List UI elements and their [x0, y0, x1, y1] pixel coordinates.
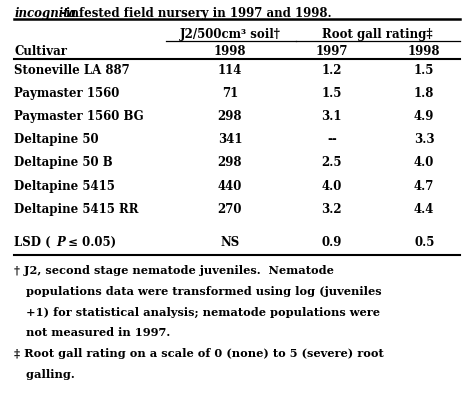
Text: 1.5: 1.5 — [414, 64, 434, 77]
Text: 298: 298 — [218, 110, 242, 123]
Text: 0.5: 0.5 — [414, 236, 434, 249]
Text: populations data were transformed using log (juveniles: populations data were transformed using … — [14, 286, 382, 297]
Text: J2/500cm³ soil†: J2/500cm³ soil† — [180, 28, 280, 41]
Text: 298: 298 — [218, 156, 242, 170]
Text: 1.8: 1.8 — [414, 87, 434, 100]
Text: 4.4: 4.4 — [414, 203, 434, 216]
Text: --: -- — [327, 133, 337, 146]
Text: 4.7: 4.7 — [414, 180, 434, 193]
Text: P: P — [56, 236, 65, 249]
Text: 71: 71 — [222, 87, 238, 100]
Text: 3.3: 3.3 — [414, 133, 435, 146]
Text: 0.9: 0.9 — [322, 236, 342, 249]
Text: not measured in 1997.: not measured in 1997. — [14, 327, 171, 338]
Text: 3.2: 3.2 — [321, 203, 342, 216]
Text: Deltapine 5415: Deltapine 5415 — [14, 180, 115, 193]
Text: incognita: incognita — [14, 7, 76, 20]
Text: Cultivar: Cultivar — [14, 45, 67, 59]
Text: Paymaster 1560 BG: Paymaster 1560 BG — [14, 110, 144, 123]
Text: 1998: 1998 — [408, 45, 440, 59]
Text: +1) for statistical analysis; nematode populations were: +1) for statistical analysis; nematode p… — [14, 306, 380, 318]
Text: Deltapine 50 B: Deltapine 50 B — [14, 156, 113, 170]
Text: 4.9: 4.9 — [414, 110, 434, 123]
Text: NS: NS — [220, 236, 239, 249]
Text: 1997: 1997 — [316, 45, 348, 59]
Text: 1998: 1998 — [214, 45, 246, 59]
Text: 1.2: 1.2 — [321, 64, 342, 77]
Text: 3.1: 3.1 — [321, 110, 342, 123]
Text: 270: 270 — [218, 203, 242, 216]
Text: 114: 114 — [218, 64, 242, 77]
Text: Deltapine 5415 RR: Deltapine 5415 RR — [14, 203, 139, 216]
Text: Root gall rating‡: Root gall rating‡ — [321, 28, 432, 41]
Text: ≤ 0.05): ≤ 0.05) — [64, 236, 116, 249]
Text: 4.0: 4.0 — [414, 156, 434, 170]
Text: 341: 341 — [218, 133, 242, 146]
Text: 1.5: 1.5 — [322, 87, 342, 100]
Text: -infested field nursery in 1997 and 1998.: -infested field nursery in 1997 and 1998… — [61, 7, 331, 20]
Text: Stoneville LA 887: Stoneville LA 887 — [14, 64, 130, 77]
Text: ‡ Root gall rating on a scale of 0 (none) to 5 (severe) root: ‡ Root gall rating on a scale of 0 (none… — [14, 348, 384, 359]
Text: 440: 440 — [218, 180, 242, 193]
Text: † J2, second stage nematode juveniles.  Nematode: † J2, second stage nematode juveniles. N… — [14, 265, 334, 276]
Text: Paymaster 1560: Paymaster 1560 — [14, 87, 119, 100]
Text: 4.0: 4.0 — [322, 180, 342, 193]
Text: Deltapine 50: Deltapine 50 — [14, 133, 99, 146]
Text: LSD (: LSD ( — [14, 236, 51, 249]
Text: galling.: galling. — [14, 369, 75, 380]
Text: 2.5: 2.5 — [321, 156, 342, 170]
